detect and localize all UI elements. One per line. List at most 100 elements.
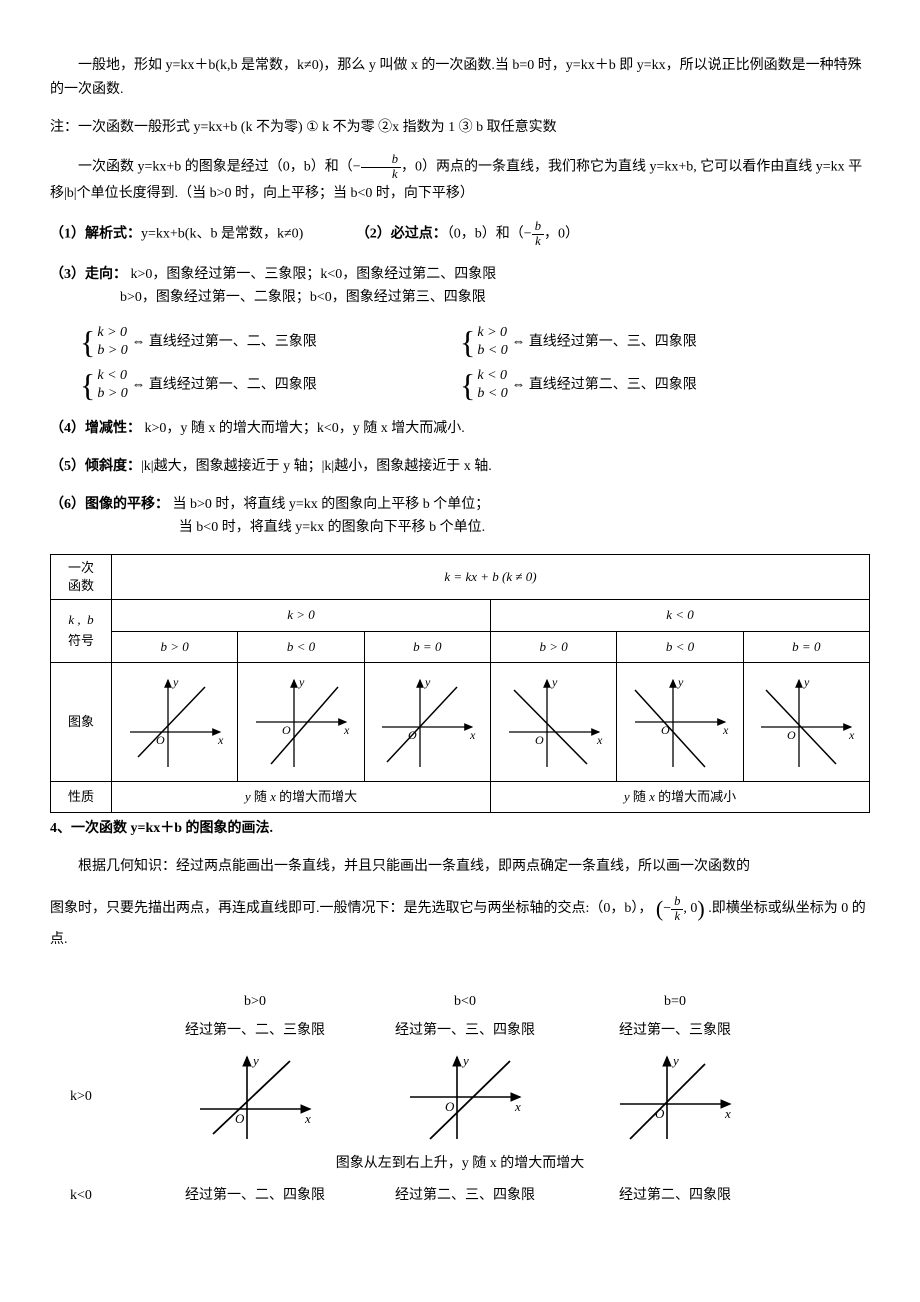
item-1-label: （1）解析式： [50, 226, 141, 241]
svg-text:x: x [343, 723, 350, 737]
quad-label: 经过第一、三象限 [570, 1019, 780, 1043]
graph-k-neg-b-pos: yxO [499, 672, 609, 772]
svg-text:O: O [235, 1111, 245, 1126]
quad-label: 经过第一、三、四象限 [360, 1019, 570, 1043]
col-header: b>0 [150, 990, 360, 1014]
svg-text:y: y [298, 675, 305, 689]
svg-text:O: O [787, 728, 796, 742]
svg-text:O: O [661, 723, 670, 737]
item-3-line1: （3）走向： k>0，图象经过第一、三象限；k<0，图象经过第二、四象限 [50, 263, 870, 287]
quad-label: 经过第二、四象限 [570, 1184, 780, 1208]
row-label-func: 一次函数 [51, 555, 112, 600]
prop-pos: y 随 x 的增大而增大 [112, 781, 491, 812]
item-5: （5）倾斜度：|k|越大，图象越接近于 y 轴；|k|越小，图象越接近于 x 轴… [50, 455, 870, 479]
quadrant-row-2: { k < 0 b > 0 ⇔ 直线经过第一、二、四象限 { k < 0 b <… [80, 367, 870, 403]
svg-text:O: O [282, 723, 291, 737]
item-6-line1: （6）图像的平移： 当 b>0 时，将直线 y=kx 的图象向上平移 b 个单位… [50, 493, 870, 517]
row-label-prop: 性质 [51, 781, 112, 812]
cond-b: b < 0 [477, 342, 507, 360]
item-5-label: （5）倾斜度： [50, 459, 141, 474]
intro-paragraph-1: 一般地，形如 y=kx＋b(k,b 是常数，k≠0)，那么 y 叫做 x 的一次… [50, 54, 870, 102]
text: 一次函数 y=kx+b 的图象是经过（0，b）和（− [78, 160, 361, 175]
intro-paragraph-2: 一次函数 y=kx+b 的图象是经过（0，b）和（−bk，0）两点的一条直线，我… [50, 153, 870, 205]
svg-text:x: x [304, 1111, 311, 1126]
graph-cell: yxO [112, 662, 238, 781]
quad-label: 经过第一、二、四象限 [150, 1184, 360, 1208]
sec4-label-row-1: 经过第一、二、三象限 经过第一、三、四象限 经过第一、三象限 [50, 1019, 870, 1043]
row-label-sign: k , b符号 [51, 600, 112, 662]
k-neg-label: k<0 [50, 1184, 150, 1208]
intro-note: 注：一次函数一般形式 y=kx+b (k 不为零) ① k 不为零 ②x 指数为… [50, 116, 870, 140]
k-pos-label: k>0 [50, 1085, 150, 1109]
quad-label: 经过第二、三、四象限 [360, 1184, 570, 1208]
quad-text: ⇔ 直线经过第二、三、四象限 [511, 377, 697, 392]
quad-text: ⇔ 直线经过第一、三、四象限 [511, 335, 697, 350]
svg-text:x: x [848, 728, 855, 742]
text: k>0，y 随 x 的增大而增大；k<0，y 随 x 增大而减小. [141, 421, 465, 436]
cond-b: b > 0 [97, 385, 127, 403]
graph-k-neg-b-neg: y x O [625, 672, 735, 772]
graph-k-pos-b-neg: y x O [246, 672, 356, 772]
prop-neg: y 随 x 的增大而减小 [490, 781, 869, 812]
svg-text:y: y [172, 675, 179, 689]
cond-b: b < 0 [477, 385, 507, 403]
item-2-text-a: （0，b）和（− [447, 226, 532, 241]
row-label-graph: 图象 [51, 662, 112, 781]
svg-text:y: y [461, 1053, 469, 1068]
b-pos: b > 0 [112, 631, 238, 662]
svg-text:y: y [551, 675, 558, 689]
b-neg: b < 0 [617, 631, 743, 662]
graph-cell: y x O [238, 662, 364, 781]
item-2-label: （2）必过点： [356, 226, 447, 241]
item-1-2: （1）解析式：y=kx+b(k、b 是常数，k≠0) （2）必过点：（0，b）和… [50, 220, 870, 249]
graph-k-pos-b-pos-large: yxO [185, 1049, 325, 1144]
svg-text:x: x [596, 733, 603, 747]
col-header: b=0 [570, 990, 780, 1014]
cond-k: k < 0 [97, 367, 127, 385]
graph-k-pos-b-pos: yxO [120, 672, 230, 772]
quad-text: ⇔ 直线经过第一、二、三象限 [131, 335, 317, 350]
brace-group: { k < 0 b < 0 [460, 367, 508, 403]
item-3-label: （3）走向： [50, 267, 127, 282]
section-4-p2: 图象时，只要先描出两点，再连成直线即可.一般情况下：是先选取它与两坐标轴的交点:… [50, 890, 870, 951]
item-4-label: （4）增减性： [50, 421, 141, 436]
sec4-label-row-2: k<0 经过第一、二、四象限 经过第二、三、四象限 经过第二、四象限 [50, 1184, 870, 1208]
section-4-p1: 根据几何知识：经过两点能画出一条直线，并且只能画出一条直线，即两点确定一条直线，… [50, 855, 870, 879]
graph-cell: yxO [490, 662, 616, 781]
k-pos-header: k > 0 [112, 600, 491, 631]
quadrant-row-1: { k > 0 b > 0 ⇔ 直线经过第一、二、三象限 { k > 0 b <… [80, 324, 870, 360]
svg-text:y: y [424, 675, 431, 689]
svg-text:x: x [469, 728, 476, 742]
svg-text:O: O [156, 733, 165, 747]
b-neg: b < 0 [238, 631, 364, 662]
svg-text:x: x [722, 723, 729, 737]
text: 当 b>0 时，将直线 y=kx 的图象向上平移 b 个单位； [169, 497, 489, 512]
item-3-line2: b>0，图象经过第一、二象限；b<0，图象经过第三、四象限 [50, 286, 870, 310]
b-pos: b > 0 [490, 631, 616, 662]
sec4-caption-1: 图象从左到右上升，y 随 x 的增大而增大 [50, 1152, 870, 1176]
svg-text:O: O [445, 1099, 455, 1114]
formula-cell: k = kx + b (k ≠ 0) [112, 555, 870, 600]
fraction-minus-b-over-k: bk [671, 895, 683, 924]
cond-k: k > 0 [477, 324, 507, 342]
section-4-title: 4、一次函数 y=kx＋b 的图象的画法. [50, 817, 870, 841]
col-header: b<0 [360, 990, 570, 1014]
graph-cell: yxO [364, 662, 490, 781]
brace-group: { k < 0 b > 0 [80, 367, 128, 403]
graph-k-pos-b-zero-large: yxO [605, 1049, 745, 1144]
cond-b: b > 0 [97, 342, 127, 360]
svg-text:y: y [677, 675, 684, 689]
item-4: （4）增减性： k>0，y 随 x 的增大而增大；k<0，y 随 x 增大而减小… [50, 417, 870, 441]
cond-k: k < 0 [477, 367, 507, 385]
k-neg-header: k < 0 [490, 600, 869, 631]
quad-label: 经过第一、二、三象限 [150, 1019, 360, 1043]
graph-k-pos-b-neg-large: y x O [395, 1049, 535, 1144]
sec4-graph-row-1: k>0 yxO yxO yxO [50, 1049, 870, 1144]
svg-text:x: x [514, 1099, 521, 1114]
brace-group: { k > 0 b > 0 [80, 324, 128, 360]
text: |k|越大，图象越接近于 y 轴；|k|越小，图象越接近于 x 轴. [141, 459, 492, 474]
item-2-text-b: ，0） [544, 226, 579, 241]
text: 图象时，只要先描出两点，再连成直线即可.一般情况下：是先选取它与两坐标轴的交点:… [50, 901, 652, 916]
b-zero: b = 0 [743, 631, 869, 662]
cond-k: k > 0 [97, 324, 127, 342]
